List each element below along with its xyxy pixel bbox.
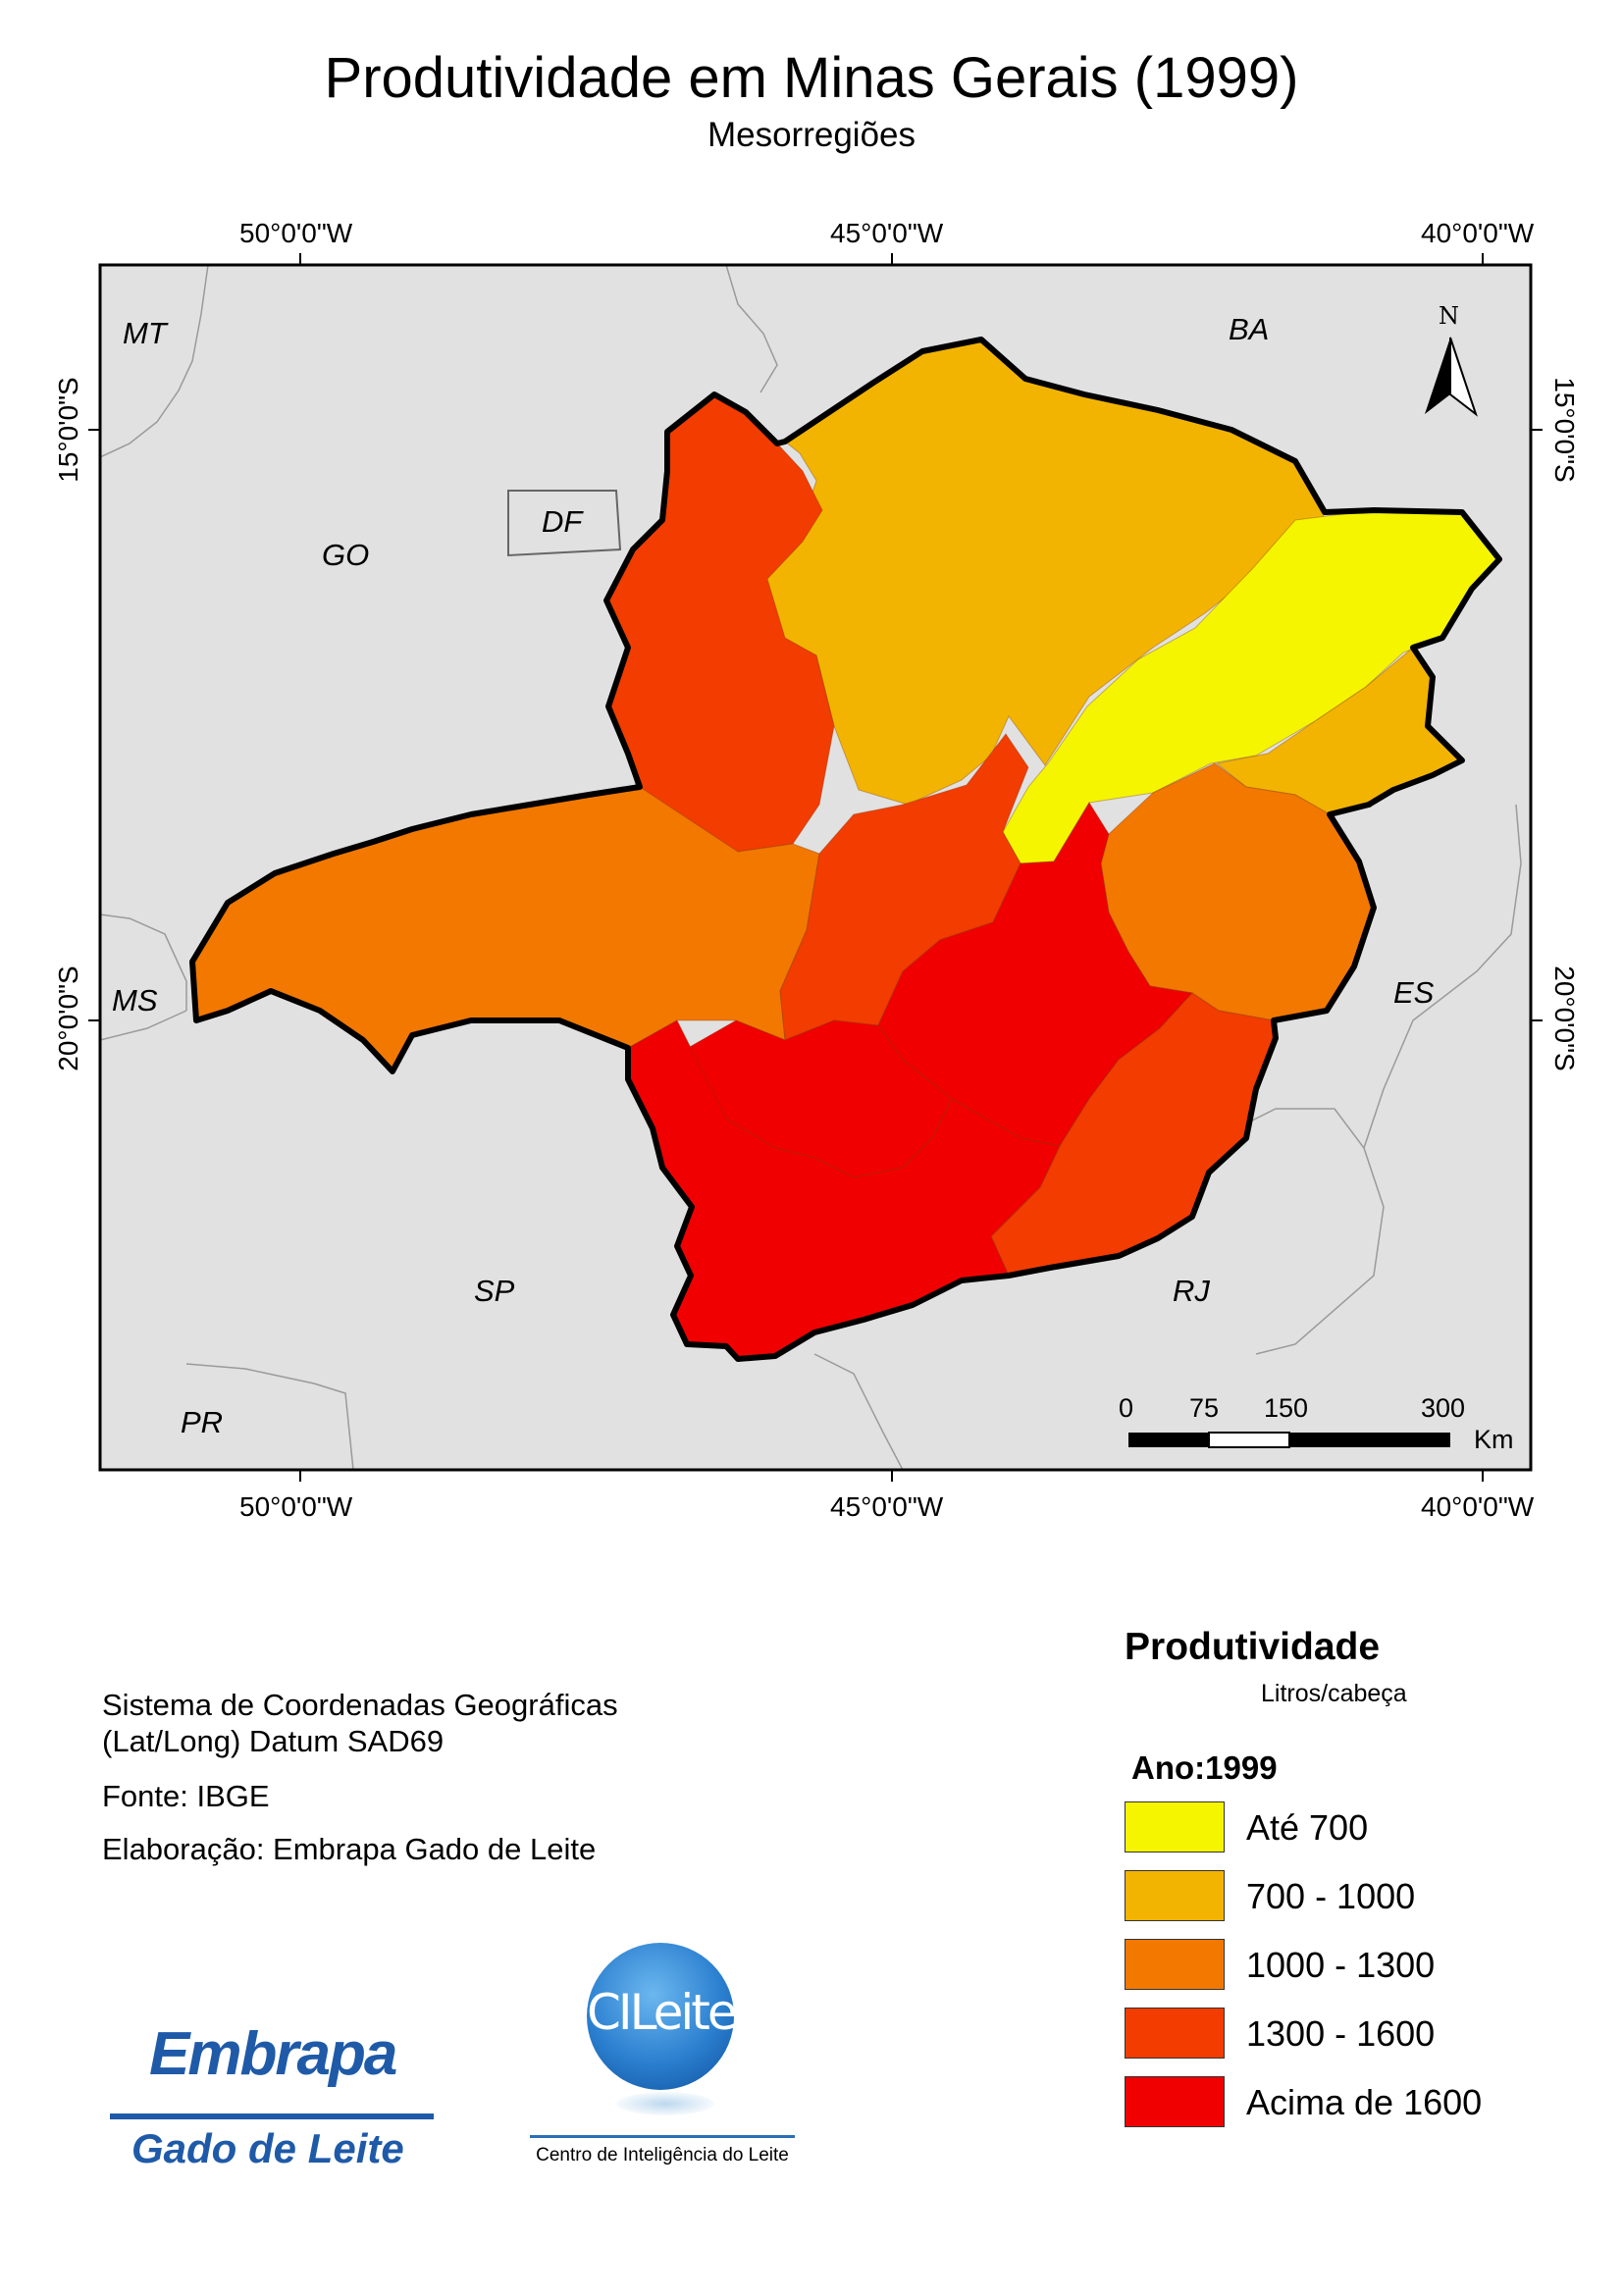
lon-label-bottom-40w: 40°0'0"W	[1421, 1491, 1535, 1522]
cileite-logo-shadow	[616, 2092, 714, 2115]
state-label-pr: PR	[181, 1405, 224, 1439]
legend-swatch	[1125, 2076, 1225, 2127]
legend-label: 700 - 1000	[1246, 1876, 1416, 1916]
north-arrow-label: N	[1439, 302, 1459, 330]
scale-seg-2	[1289, 1433, 1450, 1447]
legend-swatch	[1125, 1801, 1225, 1852]
state-label-mt: MT	[123, 316, 167, 350]
minas-gerais-mesoregions	[191, 339, 1500, 1360]
lon-label-top-50w: 50°0'0"W	[239, 218, 353, 248]
map-title: Produtividade em Minas Gerais (1999)	[324, 46, 1299, 110]
lon-label-top-45w: 45°0'0"W	[830, 218, 944, 248]
lon-label-bottom-45w: 45°0'0"W	[830, 1491, 944, 1522]
legend-label: 1300 - 1600	[1246, 2013, 1436, 2054]
embrapa-logo-bar	[110, 2113, 434, 2119]
legend-label: 1000 - 1300	[1246, 1945, 1436, 1985]
map-border	[98, 263, 1533, 1472]
state-label-rj: RJ	[1173, 1274, 1210, 1308]
scale-label-150: 150	[1264, 1393, 1309, 1423]
scale-unit: Km	[1474, 1425, 1514, 1454]
lon-label-top-40w: 40°0'0"W	[1421, 218, 1535, 248]
legend-row: 1000 - 1300	[1125, 1939, 1537, 1990]
cileite-logo: CILeite Centro de Inteligência do Leite	[530, 1943, 805, 2178]
cileite-logo-sub: Centro de Inteligência do Leite	[536, 2145, 789, 2166]
legend-row: 1300 - 1600	[1125, 2008, 1537, 2059]
credit-text: Elaboração: Embrapa Gado de Leite	[102, 1832, 597, 1866]
scale-label-0: 0	[1119, 1393, 1134, 1423]
state-label-ba: BA	[1229, 312, 1270, 346]
state-label-df: DF	[542, 504, 583, 539]
legend-title: Produtividade	[1125, 1626, 1381, 1668]
lon-label-bottom-50w: 50°0'0"W	[239, 1491, 353, 1522]
cileite-logo-bar	[530, 2135, 795, 2138]
state-borders	[100, 265, 1522, 1470]
source-text: Fonte: IBGE	[102, 1779, 270, 1813]
map-subtitle: Mesorregiões	[707, 116, 916, 154]
legend-year: Ano:1999	[1131, 1749, 1278, 1786]
scale-label-300: 300	[1421, 1393, 1466, 1423]
legend-swatch	[1125, 1870, 1225, 1921]
crs-line-2: (Lat/Long) Datum SAD69	[102, 1724, 445, 1758]
north-arrow-left	[1425, 338, 1450, 414]
cileite-logo-circle	[587, 1943, 734, 2090]
state-label-ms: MS	[112, 983, 158, 1018]
legend-label: Até 700	[1246, 1807, 1369, 1848]
north-arrow-right	[1449, 337, 1478, 417]
crs-line-1: Sistema de Coordenadas Geográficas	[102, 1688, 618, 1722]
scale-seg-1	[1208, 1432, 1290, 1448]
legend-row: Acima de 1600	[1125, 2076, 1537, 2127]
scale-label-75: 75	[1189, 1393, 1220, 1423]
legend-row: 700 - 1000	[1125, 1870, 1537, 1921]
legend-unit: Litros/cabeça	[1261, 1680, 1407, 1707]
legend-row: Até 700	[1125, 1801, 1537, 1852]
cileite-logo-word: CILeite	[587, 1984, 738, 2041]
state-label-go: GO	[322, 538, 370, 572]
legend-swatch	[1125, 1939, 1225, 1990]
state-label-es: ES	[1393, 975, 1435, 1010]
df-outline	[507, 490, 622, 557]
legend-label: Acima de 1600	[1246, 2082, 1483, 2122]
state-label-sp: SP	[474, 1274, 515, 1308]
graticule-ticks	[88, 253, 1543, 1482]
embrapa-logo: Embrapa Gado de Leite	[110, 2019, 453, 2184]
legend-swatch	[1125, 2008, 1225, 2059]
minas-gerais-outline	[189, 337, 1502, 1362]
embrapa-logo-sub: Gado de Leite	[131, 2125, 404, 2171]
scale-seg-0	[1128, 1433, 1209, 1447]
embrapa-logo-word: Embrapa	[149, 2020, 397, 2088]
